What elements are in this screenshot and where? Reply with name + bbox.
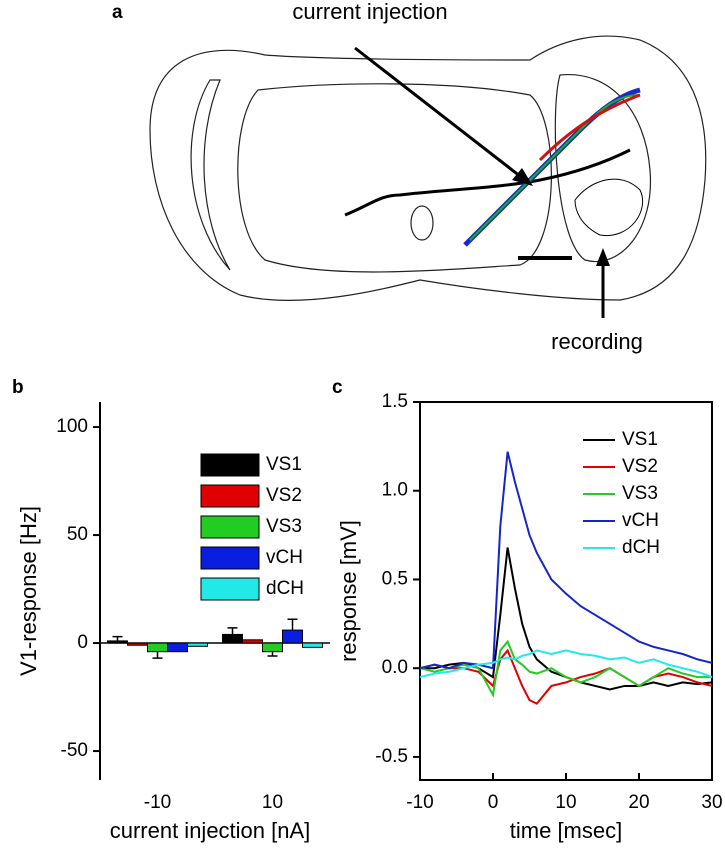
legend-swatch bbox=[200, 515, 260, 539]
arrow-head bbox=[596, 248, 610, 266]
neuron-blue bbox=[463, 87, 641, 247]
x-tick-label: 10 bbox=[555, 792, 576, 813]
y-axis-label: response [mV] bbox=[336, 520, 361, 662]
y-tick-label: 0 bbox=[77, 632, 88, 653]
legend-swatch bbox=[200, 546, 260, 570]
brain-outline bbox=[149, 35, 707, 301]
panel-label: b bbox=[12, 377, 24, 398]
legend-label: VS3 bbox=[266, 516, 302, 537]
dendrite-black bbox=[574, 178, 644, 236]
arrow-head bbox=[512, 168, 533, 186]
bar bbox=[242, 639, 263, 644]
bar bbox=[187, 642, 208, 647]
bar bbox=[147, 642, 168, 653]
neuron-red bbox=[538, 93, 641, 162]
legend-label: dCH bbox=[622, 537, 660, 558]
neuron-green bbox=[469, 94, 641, 241]
legend-swatch bbox=[200, 453, 260, 477]
lobe-left bbox=[190, 79, 231, 271]
y-tick-label: -50 bbox=[61, 740, 88, 761]
oesophagus bbox=[410, 205, 434, 241]
y-tick-label: 0.5 bbox=[382, 568, 408, 589]
error-bar bbox=[112, 635, 123, 641]
bar bbox=[107, 640, 128, 644]
legend-label: vCH bbox=[622, 510, 659, 531]
y-tick-label: 1.0 bbox=[382, 480, 408, 501]
x-tick-label: -10 bbox=[406, 792, 433, 813]
x-axis-label: time [msec] bbox=[510, 818, 622, 843]
line-series bbox=[419, 639, 712, 698]
y-tick-label: -0.5 bbox=[375, 746, 408, 767]
legend-label: VS2 bbox=[622, 456, 658, 477]
y-tick-label: 50 bbox=[67, 524, 88, 545]
lobula bbox=[554, 74, 652, 263]
central-brain bbox=[237, 83, 552, 273]
x-tick-label: 10 bbox=[262, 792, 283, 813]
x-tick-label: -10 bbox=[144, 792, 171, 813]
arrow-injection bbox=[354, 46, 526, 182]
error-bar bbox=[227, 627, 238, 635]
x-tick-label: 0 bbox=[488, 792, 499, 813]
line-series bbox=[419, 451, 713, 670]
y-tick-label: 0.0 bbox=[382, 657, 408, 678]
bar bbox=[302, 642, 323, 648]
neuron-black bbox=[344, 148, 631, 217]
bar bbox=[282, 629, 303, 644]
annotation: current injection bbox=[292, 0, 447, 24]
legend-label: VS1 bbox=[622, 429, 658, 450]
y-tick-label: 100 bbox=[56, 416, 88, 437]
line-series bbox=[419, 649, 713, 679]
legend-label: dCH bbox=[266, 578, 304, 599]
error-bar bbox=[267, 651, 278, 657]
panel-label: c bbox=[332, 377, 343, 398]
brain-diagram: a current injection recording bbox=[112, 0, 707, 354]
panel-label: a bbox=[112, 2, 123, 23]
legend-label: vCH bbox=[266, 547, 303, 568]
bar bbox=[127, 642, 148, 646]
bar bbox=[262, 642, 283, 653]
bar bbox=[222, 633, 243, 644]
legend-swatch bbox=[200, 577, 260, 601]
legend-label: VS2 bbox=[266, 485, 302, 506]
legend-label: VS1 bbox=[266, 454, 302, 475]
x-tick-label: 30 bbox=[701, 792, 722, 813]
annotation: recording bbox=[551, 329, 643, 354]
y-tick-label: 1.5 bbox=[382, 391, 408, 412]
x-axis-label: current injection [nA] bbox=[110, 818, 311, 843]
plot-frame bbox=[419, 401, 713, 781]
bar bbox=[167, 642, 188, 653]
legend-swatch bbox=[200, 484, 260, 508]
legend-label: VS3 bbox=[622, 483, 658, 504]
x-tick-label: 20 bbox=[628, 792, 649, 813]
error-bar bbox=[287, 618, 298, 631]
y-axis-label: V1-response [Hz] bbox=[16, 506, 41, 676]
error-bar bbox=[152, 651, 163, 659]
